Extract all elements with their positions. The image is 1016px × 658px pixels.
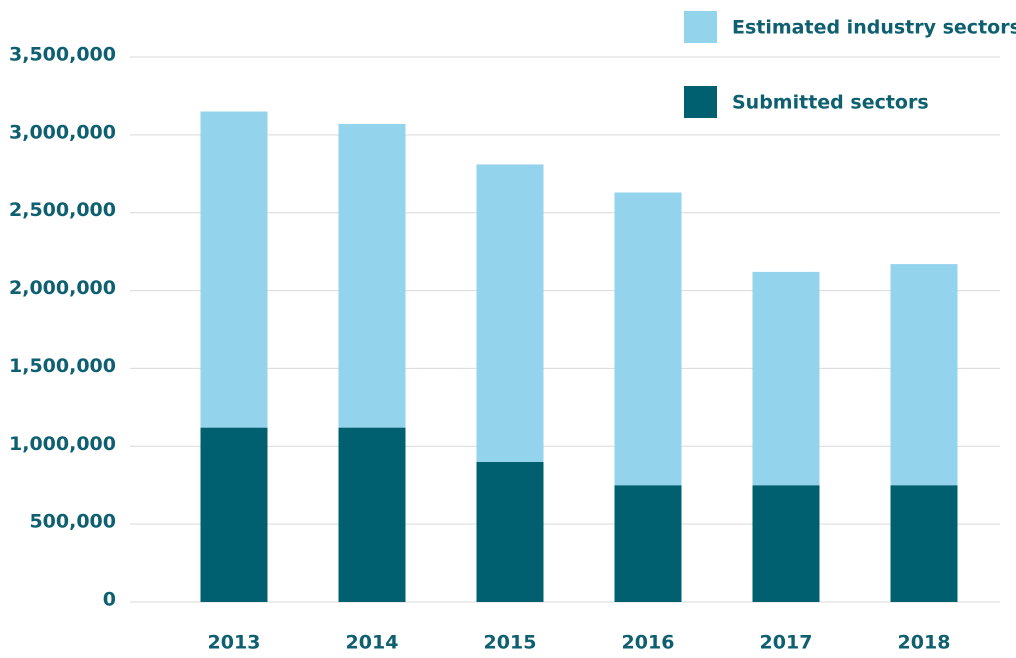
x-tick-label: 2015: [484, 632, 537, 654]
x-tick-label: 2013: [208, 632, 261, 654]
y-tick-label: 2,500,000: [9, 199, 116, 221]
bar-segment: [338, 427, 406, 602]
legend-label: Submitted sectors: [732, 92, 929, 114]
x-tick-label: 2018: [898, 632, 951, 654]
bar-segment: [752, 271, 820, 486]
y-tick-label: 3,500,000: [9, 44, 116, 66]
x-tick-label: 2017: [760, 632, 813, 654]
y-tick-label: 2,000,000: [9, 277, 116, 299]
legend-label: Estimated industry sectors: [732, 17, 1016, 39]
legend-swatch: [684, 11, 717, 43]
bar-segment: [200, 111, 268, 428]
bar-segment: [200, 427, 268, 602]
y-tick-label: 1,500,000: [9, 355, 116, 377]
bar-segment: [338, 123, 406, 428]
bar-segment: [614, 485, 682, 602]
bar-segment: [614, 192, 682, 486]
x-tick-label: 2014: [346, 632, 399, 654]
bar-segment: [890, 264, 958, 486]
y-tick-label: 1,000,000: [9, 433, 116, 455]
legend-swatch: [684, 86, 717, 118]
x-tick-label: 2016: [622, 632, 675, 654]
bar-segment: [890, 485, 958, 602]
bar-segment: [476, 461, 544, 602]
y-tick-label: 3,000,000: [9, 121, 116, 143]
bar-segment: [752, 485, 820, 602]
y-tick-label: 500,000: [29, 511, 116, 533]
bar-segment: [476, 164, 544, 462]
y-tick-label: 0: [103, 589, 116, 611]
